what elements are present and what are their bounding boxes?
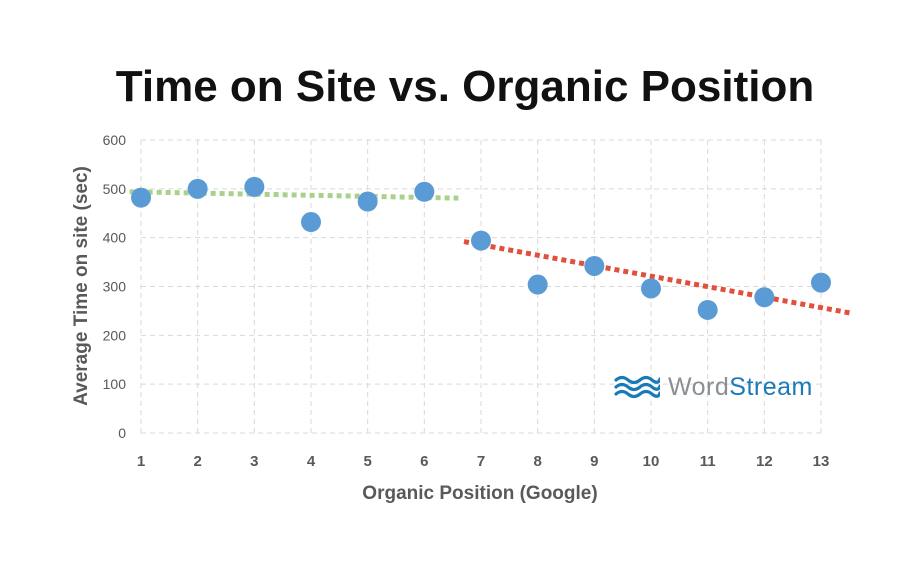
x-tick-label: 4 (307, 453, 316, 470)
x-tick-label: 12 (756, 453, 773, 470)
trendline (129, 189, 459, 201)
y-tick-label: 200 (103, 327, 127, 343)
trendline (463, 239, 853, 316)
x-tick-label: 1 (137, 453, 145, 470)
y-axis-title: Average Time on site (sec) (71, 166, 92, 406)
x-tick-label: 5 (363, 453, 371, 470)
logo-word: Word (668, 372, 730, 401)
x-tick-label: 11 (700, 453, 716, 470)
data-point (301, 212, 321, 233)
data-point (187, 178, 208, 199)
data-point (357, 191, 378, 212)
data-point (754, 287, 775, 308)
y-tick-label: 0 (118, 425, 126, 441)
data-points (131, 176, 831, 320)
data-point (527, 274, 548, 295)
y-tick-label: 300 (103, 279, 127, 295)
x-tick-label: 2 (193, 453, 201, 470)
chart-title: Time on Site vs. Organic Position (115, 62, 815, 111)
data-point (697, 299, 718, 320)
data-point (471, 230, 491, 251)
trendlines (129, 189, 853, 316)
x-tick-label: 6 (420, 453, 428, 470)
x-axis-ticks: 1 2 3 4 5 6 7 8 9 10 11 12 13 (137, 453, 830, 470)
x-tick-label: 13 (813, 453, 830, 470)
x-tick-label: 10 (643, 453, 660, 470)
data-point (641, 278, 661, 299)
x-axis-title: Organic Position (Google) (362, 483, 597, 504)
data-point (131, 187, 151, 208)
y-axis-ticks: 0 100 200 300 400 500 600 (103, 132, 127, 441)
x-tick-label: 7 (477, 453, 485, 470)
y-tick-label: 600 (103, 132, 127, 148)
data-point (244, 176, 265, 197)
data-point (414, 181, 435, 202)
wave-icon (614, 375, 660, 399)
x-tick-label: 3 (250, 453, 258, 470)
y-tick-label: 500 (103, 181, 127, 197)
data-point (584, 255, 605, 276)
x-tick-label: 9 (590, 453, 598, 470)
logo-text: WordStream (668, 373, 813, 402)
logo-stream: Stream (729, 372, 813, 401)
y-tick-label: 100 (103, 376, 127, 392)
wordstream-logo: WordStream (614, 370, 813, 404)
data-point (811, 272, 831, 293)
x-tick-label: 8 (533, 453, 541, 470)
y-tick-label: 400 (103, 230, 127, 246)
